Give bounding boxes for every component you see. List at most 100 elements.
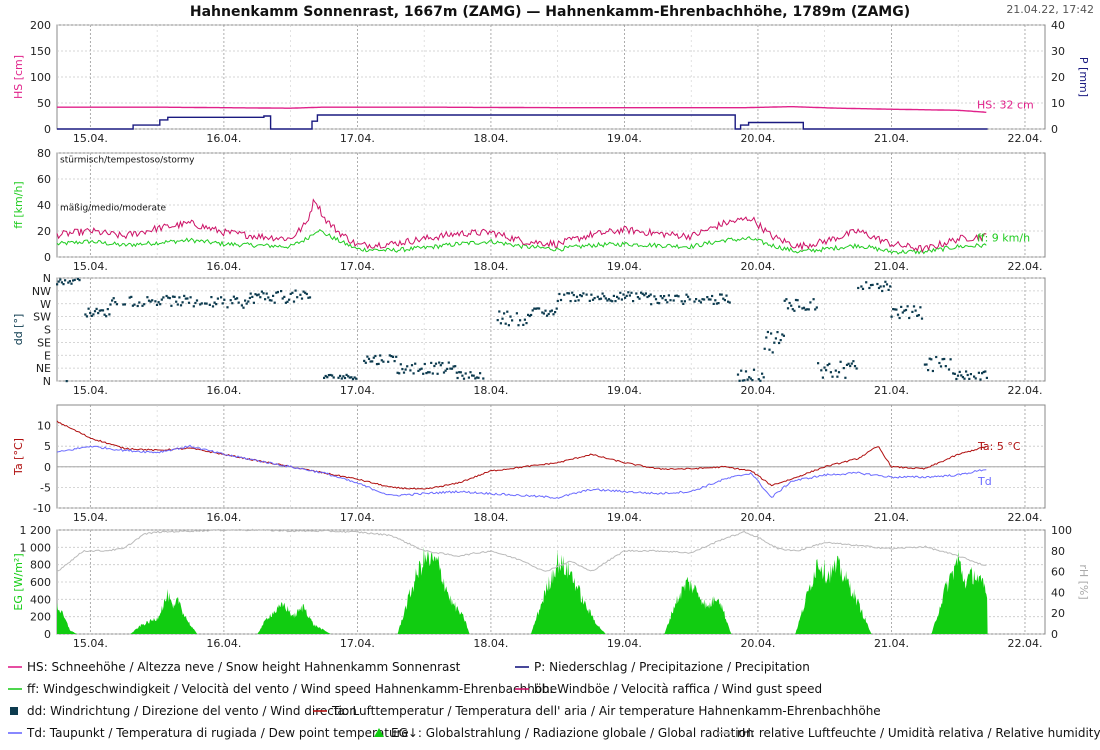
y-tick-label: SE xyxy=(37,336,51,349)
wind-direction-point xyxy=(542,312,545,315)
wind-direction-point xyxy=(920,317,924,320)
wind-direction-point xyxy=(571,291,574,294)
wind-direction-point xyxy=(270,299,273,302)
wind-direction-point xyxy=(752,368,756,371)
wind-direction-point xyxy=(482,377,485,380)
wind-direction-point xyxy=(544,309,547,312)
wind-direction-point xyxy=(614,300,617,303)
wind-direction-point xyxy=(903,309,906,312)
wind-direction-point xyxy=(425,372,428,375)
wind-direction-point xyxy=(654,298,658,301)
wind-direction-point xyxy=(977,371,980,374)
wind-direction-point xyxy=(968,377,971,380)
wind-direction-point xyxy=(982,370,985,374)
wind-direction-point xyxy=(598,298,601,301)
wind-direction-point xyxy=(377,362,380,365)
wind-direction-point xyxy=(195,299,199,302)
wind-direction-point xyxy=(506,310,509,313)
panel-1: 0 50 100 150 200 0 10 20 30 40 15.04. 16.04. 17.04. 1… xyxy=(12,19,1090,145)
wind-direction-point xyxy=(552,313,555,316)
wind-direction-point xyxy=(630,291,633,294)
wind-direction-point xyxy=(809,301,812,304)
wind-direction-point xyxy=(327,374,330,377)
wind-direction-point xyxy=(64,279,67,282)
wind-direction-point xyxy=(879,285,882,288)
wind-direction-point xyxy=(828,362,831,365)
wind-direction-point xyxy=(890,315,893,318)
legend-label: bb: Windböe / Velocità raffica / Wind gu… xyxy=(534,682,822,696)
wind-direction-point xyxy=(442,371,446,374)
wind-direction-point xyxy=(175,300,178,303)
wind-direction-point xyxy=(939,365,943,368)
wind-direction-point xyxy=(501,317,504,320)
y-tick-label: W xyxy=(40,298,51,311)
wind-direction-point xyxy=(479,372,482,375)
wind-direction-point xyxy=(590,293,593,296)
x-tick-label: 15.04. xyxy=(73,132,108,145)
wind-direction-point xyxy=(984,370,987,373)
wind-direction-point xyxy=(469,371,472,374)
wind-direction-point xyxy=(663,295,666,298)
wind-direction-point xyxy=(960,374,963,377)
x-tick-label: 18.04. xyxy=(473,132,508,145)
wind-direction-point xyxy=(693,300,696,303)
wind-direction-point xyxy=(248,296,251,300)
wind-direction-point xyxy=(138,301,141,304)
y-tick-label: 80 xyxy=(37,147,51,160)
wind-direction-point xyxy=(804,308,807,311)
wind-direction-point xyxy=(892,308,895,311)
wind-direction-point xyxy=(814,308,817,311)
x-tick-label: 18.04. xyxy=(473,637,508,650)
wind-direction-point xyxy=(242,306,245,309)
wind-direction-point xyxy=(847,362,850,365)
wind-direction-point xyxy=(87,307,90,310)
series-end-label: Td xyxy=(977,475,992,488)
x-tick-label: 18.04. xyxy=(473,511,508,524)
wind-direction-point xyxy=(412,372,415,375)
wind-direction-point xyxy=(771,351,774,354)
wind-direction-point xyxy=(857,286,860,290)
wind-direction-point xyxy=(130,295,133,298)
wind-direction-point xyxy=(446,367,449,370)
scale-annotation: stürmisch/tempestoso/stormy xyxy=(60,156,195,166)
wind-direction-point xyxy=(912,305,916,308)
series-Td xyxy=(56,444,987,499)
wind-direction-point xyxy=(89,311,92,315)
wind-direction-point xyxy=(406,365,409,368)
wind-direction-point xyxy=(428,371,431,374)
wind-direction-point xyxy=(245,302,248,305)
wind-direction-point xyxy=(449,367,452,370)
wind-direction-point xyxy=(941,358,944,361)
wind-direction-point xyxy=(355,377,358,380)
wind-direction-point xyxy=(176,303,179,306)
wind-direction-point xyxy=(474,377,477,380)
wind-direction-point xyxy=(388,354,391,357)
wind-direction-point xyxy=(701,298,704,301)
series-bb xyxy=(56,198,987,254)
wind-direction-point xyxy=(759,379,762,382)
wind-direction-point xyxy=(624,296,627,299)
y2-tick-label: 20 xyxy=(1051,71,1065,84)
wind-direction-point xyxy=(782,334,785,337)
wind-direction-point xyxy=(889,285,892,288)
wind-direction-point xyxy=(456,376,459,380)
wind-direction-point xyxy=(985,376,988,379)
wind-direction-point xyxy=(391,355,395,358)
wind-direction-point xyxy=(831,375,834,378)
wind-direction-point xyxy=(616,295,619,298)
y2-axis-label: rH [%] xyxy=(1077,564,1090,599)
wind-direction-point xyxy=(953,372,956,375)
wind-direction-point xyxy=(404,368,407,371)
x-tick-label: 19.04. xyxy=(607,260,642,273)
panel-4: -10 -5 0 5 10 15.04. 16.04. 17.04. 18.04. 19.04. 2… xyxy=(12,404,1046,524)
wind-direction-point xyxy=(183,294,186,297)
wind-direction-point xyxy=(90,314,93,317)
y-tick-label: 200 xyxy=(30,19,51,32)
wind-direction-point xyxy=(981,372,984,375)
wind-direction-point xyxy=(947,368,951,371)
wind-direction-point xyxy=(155,303,159,306)
wind-direction-point xyxy=(963,377,966,380)
wind-direction-point xyxy=(447,361,450,364)
wind-direction-point xyxy=(656,301,659,304)
wind-direction-point xyxy=(67,281,70,284)
